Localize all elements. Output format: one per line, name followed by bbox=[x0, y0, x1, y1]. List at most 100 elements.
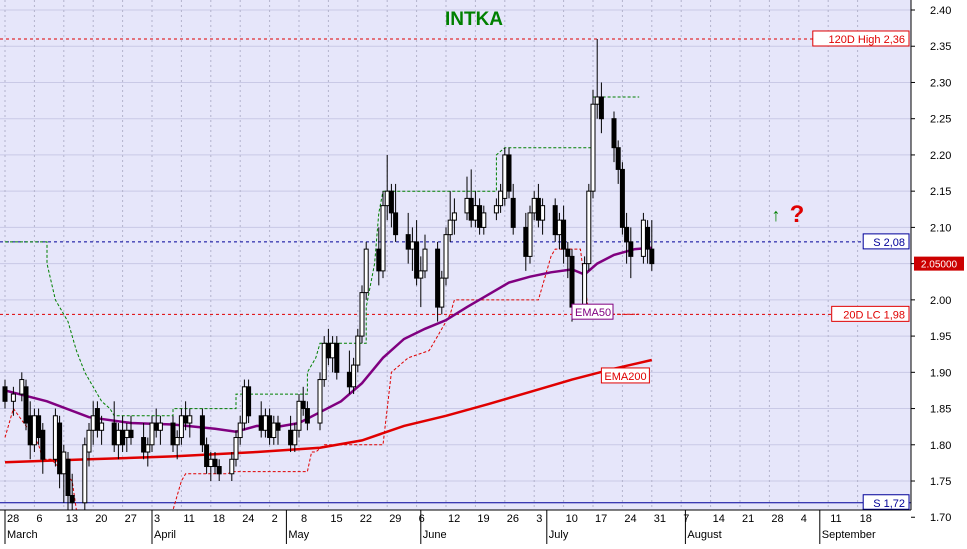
y-tick-label: 2.35 bbox=[930, 41, 951, 53]
level-label: 120D High 2,36 bbox=[829, 34, 905, 46]
candle-body bbox=[468, 197, 474, 221]
candle-body bbox=[271, 422, 277, 439]
candle-body bbox=[527, 212, 533, 257]
x-tick-label: 11 bbox=[183, 513, 194, 525]
candle-body bbox=[149, 422, 155, 446]
candle-body bbox=[317, 379, 323, 424]
candle-body bbox=[640, 219, 646, 257]
ema200-line bbox=[4, 358, 653, 464]
candle bbox=[23, 379, 29, 431]
candle-body bbox=[170, 422, 176, 446]
candle-body bbox=[443, 234, 449, 279]
candle bbox=[57, 415, 63, 489]
level-label-box bbox=[812, 30, 910, 47]
candle-body bbox=[19, 379, 25, 395]
candle-body bbox=[355, 335, 361, 366]
candle bbox=[216, 459, 222, 482]
level-label: S 1,72 bbox=[873, 498, 905, 510]
x-tick-label: 10 bbox=[566, 513, 578, 525]
candle-body bbox=[69, 495, 75, 504]
candle bbox=[187, 408, 193, 438]
x-tick-label: 24 bbox=[242, 513, 254, 525]
candle bbox=[246, 379, 252, 424]
candle bbox=[40, 423, 46, 474]
candle-body bbox=[569, 255, 575, 308]
candle-body bbox=[409, 241, 415, 250]
candle-body bbox=[556, 219, 562, 236]
plot-area bbox=[0, 0, 911, 510]
candle bbox=[506, 147, 512, 199]
candle bbox=[586, 183, 592, 271]
x-tick-label: 14 bbox=[713, 513, 725, 525]
candle-body bbox=[153, 422, 159, 431]
series-labels: EMA50 EMA200 bbox=[571, 303, 650, 384]
candle-body bbox=[628, 241, 634, 257]
question-mark-icon: ? bbox=[790, 201, 805, 228]
month-label: March bbox=[7, 529, 38, 541]
candle-body bbox=[502, 154, 508, 199]
candle bbox=[418, 256, 424, 308]
candle-body bbox=[115, 429, 121, 446]
candle-body bbox=[94, 408, 100, 431]
candle bbox=[241, 379, 247, 431]
grid-lines bbox=[0, 0, 911, 518]
candle-body bbox=[90, 415, 96, 431]
candle bbox=[296, 394, 302, 438]
candle-body bbox=[414, 241, 420, 279]
last-price-tag: 2.05000 bbox=[921, 260, 958, 271]
ema200-label: EMA200 bbox=[604, 371, 646, 383]
candle bbox=[393, 183, 399, 242]
candle-body bbox=[334, 342, 340, 373]
candle-body bbox=[141, 437, 147, 453]
month-label: July bbox=[549, 529, 569, 541]
candle bbox=[380, 191, 386, 279]
candle bbox=[174, 430, 180, 460]
candle-body bbox=[619, 168, 625, 228]
candle bbox=[82, 437, 88, 518]
candle-body bbox=[447, 219, 453, 236]
x-tick-label: 13 bbox=[66, 513, 78, 525]
candle bbox=[2, 379, 8, 409]
month-label: April bbox=[154, 529, 176, 541]
x-tick-label: 6 bbox=[419, 513, 425, 525]
candle-body bbox=[351, 364, 357, 388]
up-arrow-icon: ↑ bbox=[772, 205, 781, 225]
candle bbox=[565, 241, 571, 279]
candle bbox=[351, 357, 357, 395]
x-tick-label: 28 bbox=[771, 513, 783, 525]
candle bbox=[178, 408, 184, 445]
candle-body bbox=[477, 205, 483, 228]
candle-body bbox=[388, 190, 394, 214]
candle-body bbox=[405, 234, 411, 250]
candle-body bbox=[565, 248, 571, 257]
candle-body bbox=[275, 422, 281, 431]
x-tick-label: 12 bbox=[448, 513, 460, 525]
candle bbox=[645, 220, 651, 264]
candles bbox=[2, 38, 655, 518]
x-tick-label: 27 bbox=[125, 513, 137, 525]
candle bbox=[233, 430, 239, 467]
ema50-label: EMA50 bbox=[575, 307, 611, 319]
level-label-box bbox=[831, 305, 910, 322]
x-tick-label: 3 bbox=[536, 513, 542, 525]
candle-body bbox=[65, 458, 71, 497]
candle-body bbox=[145, 444, 151, 453]
y-tick-label: 2.30 bbox=[930, 77, 951, 89]
y-tick-label: 1.70 bbox=[930, 512, 951, 524]
month-label: June bbox=[423, 529, 447, 541]
candle bbox=[640, 212, 646, 264]
candle-body bbox=[472, 205, 478, 221]
candle bbox=[204, 437, 210, 474]
candle-body bbox=[61, 451, 67, 475]
candle-body bbox=[615, 147, 621, 170]
month-label: September bbox=[822, 529, 876, 541]
candle-body bbox=[199, 415, 205, 446]
candle-body bbox=[510, 197, 516, 228]
candle-body bbox=[325, 342, 331, 359]
y-tick-label: 1.85 bbox=[930, 404, 951, 416]
candle-body bbox=[262, 415, 268, 431]
candle bbox=[510, 183, 516, 235]
candle bbox=[170, 415, 176, 453]
x-tick-label: 21 bbox=[742, 513, 754, 525]
candle bbox=[502, 147, 508, 206]
